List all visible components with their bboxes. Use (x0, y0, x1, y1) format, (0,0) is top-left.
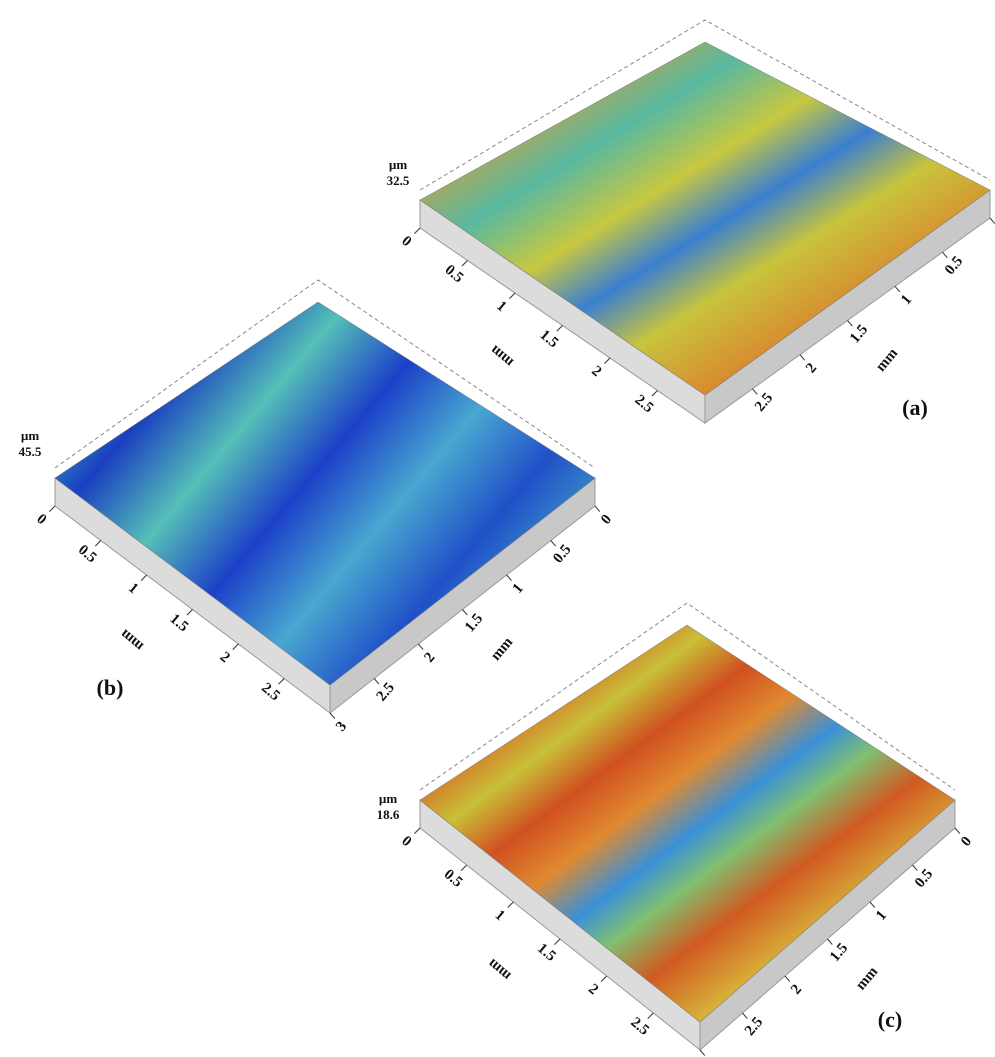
tick-mark (943, 252, 948, 258)
tick-label: 0 (958, 834, 975, 850)
tick-mark (700, 1050, 705, 1056)
surface (420, 42, 990, 395)
tick-mark (418, 644, 423, 650)
axis-title: mm (853, 964, 882, 994)
tick-mark (800, 355, 805, 361)
tick-mark (648, 1013, 654, 1019)
tick-label: 2.5 (752, 390, 776, 415)
tick-label: 2 (585, 981, 601, 998)
z-max: 45.5 (19, 444, 42, 459)
tick-label: 1.5 (462, 611, 486, 636)
tick-mark (330, 713, 335, 719)
tick-label: 0 (598, 512, 615, 528)
tick-label: 2.5 (742, 1014, 766, 1039)
tick-label: 0 (398, 833, 414, 850)
tick-mark (870, 902, 875, 908)
tick-label: 2 (803, 360, 820, 376)
tick-label: 1 (125, 580, 141, 597)
panel-label: (b) (97, 675, 124, 700)
tick-mark (848, 321, 853, 327)
tick-label: 1.5 (847, 322, 871, 347)
z-unit: µm (389, 157, 407, 172)
tick-label: 0 (33, 511, 49, 528)
tick-label: 2 (421, 650, 438, 666)
tick-mark (753, 389, 758, 395)
axis-title: mm (117, 625, 147, 654)
tick-mark (187, 610, 193, 616)
tick-mark (507, 575, 512, 581)
figure: µm32.5(a)00.511.522.5mm00.511.522.5mmµm4… (0, 0, 995, 1057)
tick-label: 2 (217, 649, 233, 666)
tick-label: 3 (333, 719, 350, 735)
z-max: 32.5 (387, 173, 410, 188)
tick-mark (462, 261, 468, 267)
tick-label: 1 (873, 908, 890, 924)
tick-mark (743, 1013, 748, 1019)
tick-label: 2 (588, 363, 604, 380)
tick-mark (279, 679, 285, 685)
tick-label: 0 (398, 233, 414, 250)
z-unit: µm (21, 428, 39, 443)
z-unit: µm (379, 791, 397, 806)
tick-label: 1.5 (827, 940, 851, 965)
panel-label: (c) (878, 1007, 902, 1032)
tick-label: 0.5 (550, 542, 574, 567)
tick-label: 2 (788, 982, 805, 998)
tick-mark (601, 976, 607, 982)
tick-mark (551, 541, 556, 547)
tick-mark (463, 610, 468, 616)
tick-mark (604, 358, 610, 364)
tick-mark (509, 293, 515, 299)
panel-label: (a) (902, 395, 928, 420)
tick-mark (233, 644, 239, 650)
tick-label: 0.5 (942, 253, 966, 278)
axis-title: mm (873, 345, 902, 375)
z-max: 18.6 (377, 807, 400, 822)
tick-mark (828, 939, 833, 945)
axis-title: mm (488, 634, 517, 664)
tick-mark (508, 902, 514, 908)
tick-label: 1 (493, 298, 509, 315)
tick-label: 0.5 (912, 866, 936, 891)
tick-mark (414, 228, 420, 234)
tick-mark (595, 506, 600, 512)
page: {"panels": [ {"label": "(a)", "z_unit": … (0, 0, 995, 1057)
tick-mark (95, 541, 101, 547)
tick-label: 2.5 (374, 680, 398, 705)
tick-label: 1 (492, 907, 508, 924)
tick-mark (990, 218, 995, 224)
tick-mark (461, 865, 467, 871)
tick-label: 1 (510, 581, 527, 597)
axis-title: mm (485, 955, 515, 984)
tick-mark (557, 326, 563, 332)
tick-label: 1 (898, 292, 915, 308)
tick-mark (374, 679, 379, 685)
tick-mark (141, 575, 147, 581)
tick-mark (554, 939, 560, 945)
tick-mark (913, 865, 918, 871)
tick-mark (414, 828, 420, 834)
tick-mark (895, 286, 900, 292)
tick-mark (955, 828, 960, 834)
tick-mark (652, 391, 658, 397)
tick-mark (785, 976, 790, 982)
tick-mark (49, 506, 55, 512)
axis-title: mm (487, 341, 517, 370)
